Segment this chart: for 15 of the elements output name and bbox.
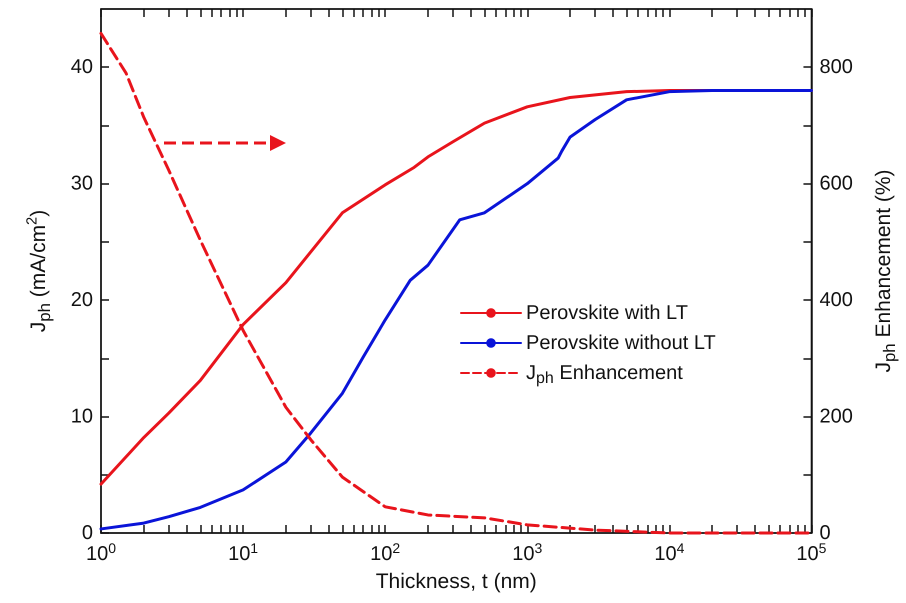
legend-label: Perovskite with LT bbox=[526, 302, 688, 324]
y-tick-label: 40 bbox=[70, 56, 93, 78]
y-axis-title: Jph (mA/cm2) bbox=[24, 210, 54, 332]
y-tick-label: 30 bbox=[70, 172, 93, 195]
y2-tick-label: 0 bbox=[819, 522, 831, 544]
y2-tick-label: 800 bbox=[819, 56, 853, 78]
y2-tick-label: 600 bbox=[819, 172, 853, 195]
y-tick-label: 0 bbox=[82, 522, 93, 544]
y2-axis-title: Jph Enhancement (%) bbox=[872, 169, 899, 373]
x-axis-title: Thickness, t (nm) bbox=[376, 570, 537, 593]
y-tick-label: 10 bbox=[70, 406, 93, 428]
y-tick-label: 20 bbox=[70, 289, 93, 312]
y2-tick-label: 200 bbox=[819, 406, 853, 428]
y2-tick-label: 400 bbox=[819, 289, 853, 312]
legend-label: Perovskite without LT bbox=[526, 332, 716, 354]
